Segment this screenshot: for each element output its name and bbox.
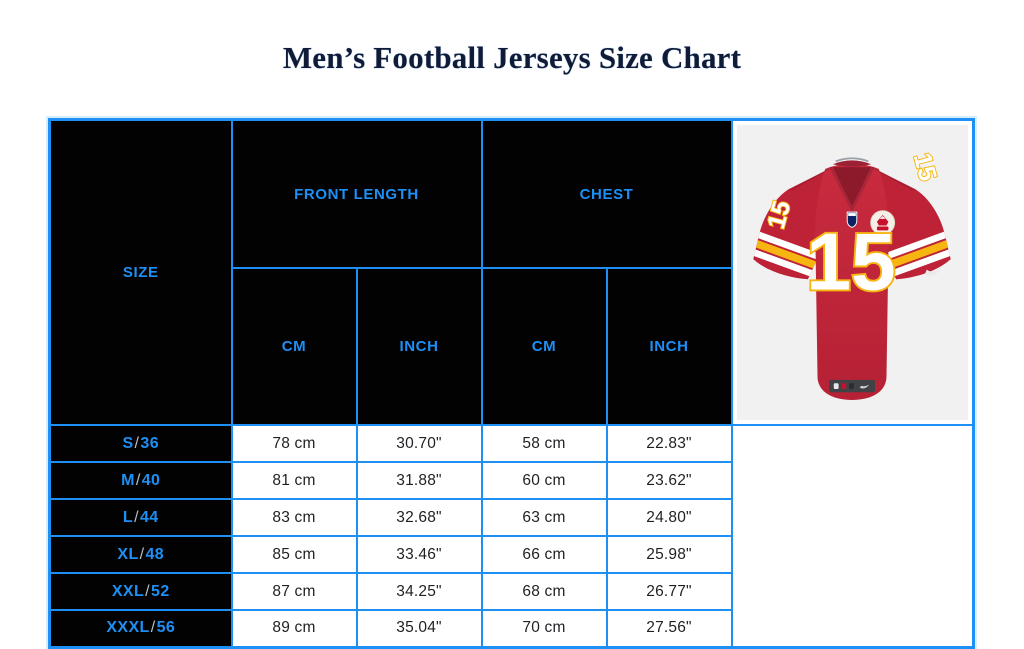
value-cell: 26.77" [605,572,733,611]
value-cell: 34.25" [355,572,483,611]
team-patch [870,210,896,236]
size-label: XXL/52 [48,572,233,611]
table-row: XL/48 85 cm 33.46" 66 cm 25.98" [48,535,974,574]
nfl-shield-logo [846,211,858,228]
size-chart-table: SIZE FRONT LENGTH CHEST [48,118,976,649]
value-cell: 23.62" [605,461,733,500]
page-title: Men’s Football Jerseys Size Chart [282,40,742,75]
jock-tag [829,379,876,393]
value-cell: 85 cm [230,535,358,574]
size-label: XL/48 [48,535,233,574]
value-cell: 24.80" [605,498,733,537]
header-unit-row: CM INCH CM INCH [50,267,974,426]
value-cell: 81 cm [230,461,358,500]
value-cell: 35.04" [355,609,483,648]
value-cell: 89 cm [230,609,358,648]
table-row: M/40 81 cm 31.88" 60 cm 23.62" [48,461,974,500]
value-cell: 70 cm [480,609,608,648]
value-cell: 58 cm [480,424,608,463]
value-cell: 33.46" [355,535,483,574]
jersey-right-sleeve [879,170,951,280]
col-header-chest-cm: CM [480,267,608,426]
value-cell: 63 cm [480,498,608,537]
col-header-front-cm: CM [230,267,358,426]
table-row: S/36 78 cm 30.70" 58 cm 22.83" [48,424,974,463]
swoosh-icon [925,268,943,276]
col-header-size: SIZE [48,118,233,426]
value-cell: 31.88" [355,461,483,500]
jersey-illustration: 15 15 15 [753,149,951,400]
size-label: M/40 [48,461,233,500]
value-cell: 66 cm [480,535,608,574]
col-header-chest: CHEST [480,118,733,270]
chest-number: 15 [807,218,897,308]
table-row: XXXL/56 89 cm 35.04" 70 cm 27.56" [48,609,974,648]
value-cell: 22.83" [605,424,733,463]
jersey-photo-cell: 15 15 15 [730,118,975,426]
value-cell: 83 cm [230,498,358,537]
value-cell: 87 cm [230,572,358,611]
table-row: XXL/52 87 cm 34.25" 68 cm 26.77" [48,572,974,611]
value-cell: 60 cm [480,461,608,500]
size-label: XXXL/56 [48,609,233,648]
value-cell: 27.56" [605,609,733,648]
size-label: S/36 [48,424,233,463]
jersey-photo: 15 15 15 [736,125,969,420]
value-cell: 78 cm [230,424,358,463]
size-label: L/44 [48,498,233,537]
right-shoulder-number: 15 [908,150,942,184]
col-header-front-inch: INCH [355,267,483,426]
table-row: L/44 83 cm 32.68" 63 cm 24.80" [48,498,974,537]
col-header-chest-inch: INCH [605,267,733,426]
value-cell: 25.98" [605,535,733,574]
jersey-collar [829,157,875,213]
header-group-row: SIZE FRONT LENGTH CHEST [48,118,975,426]
value-cell: 32.68" [355,498,483,537]
col-header-front-length: FRONT LENGTH [230,118,483,270]
value-cell: 30.70" [355,424,483,463]
value-cell: 68 cm [480,572,608,611]
